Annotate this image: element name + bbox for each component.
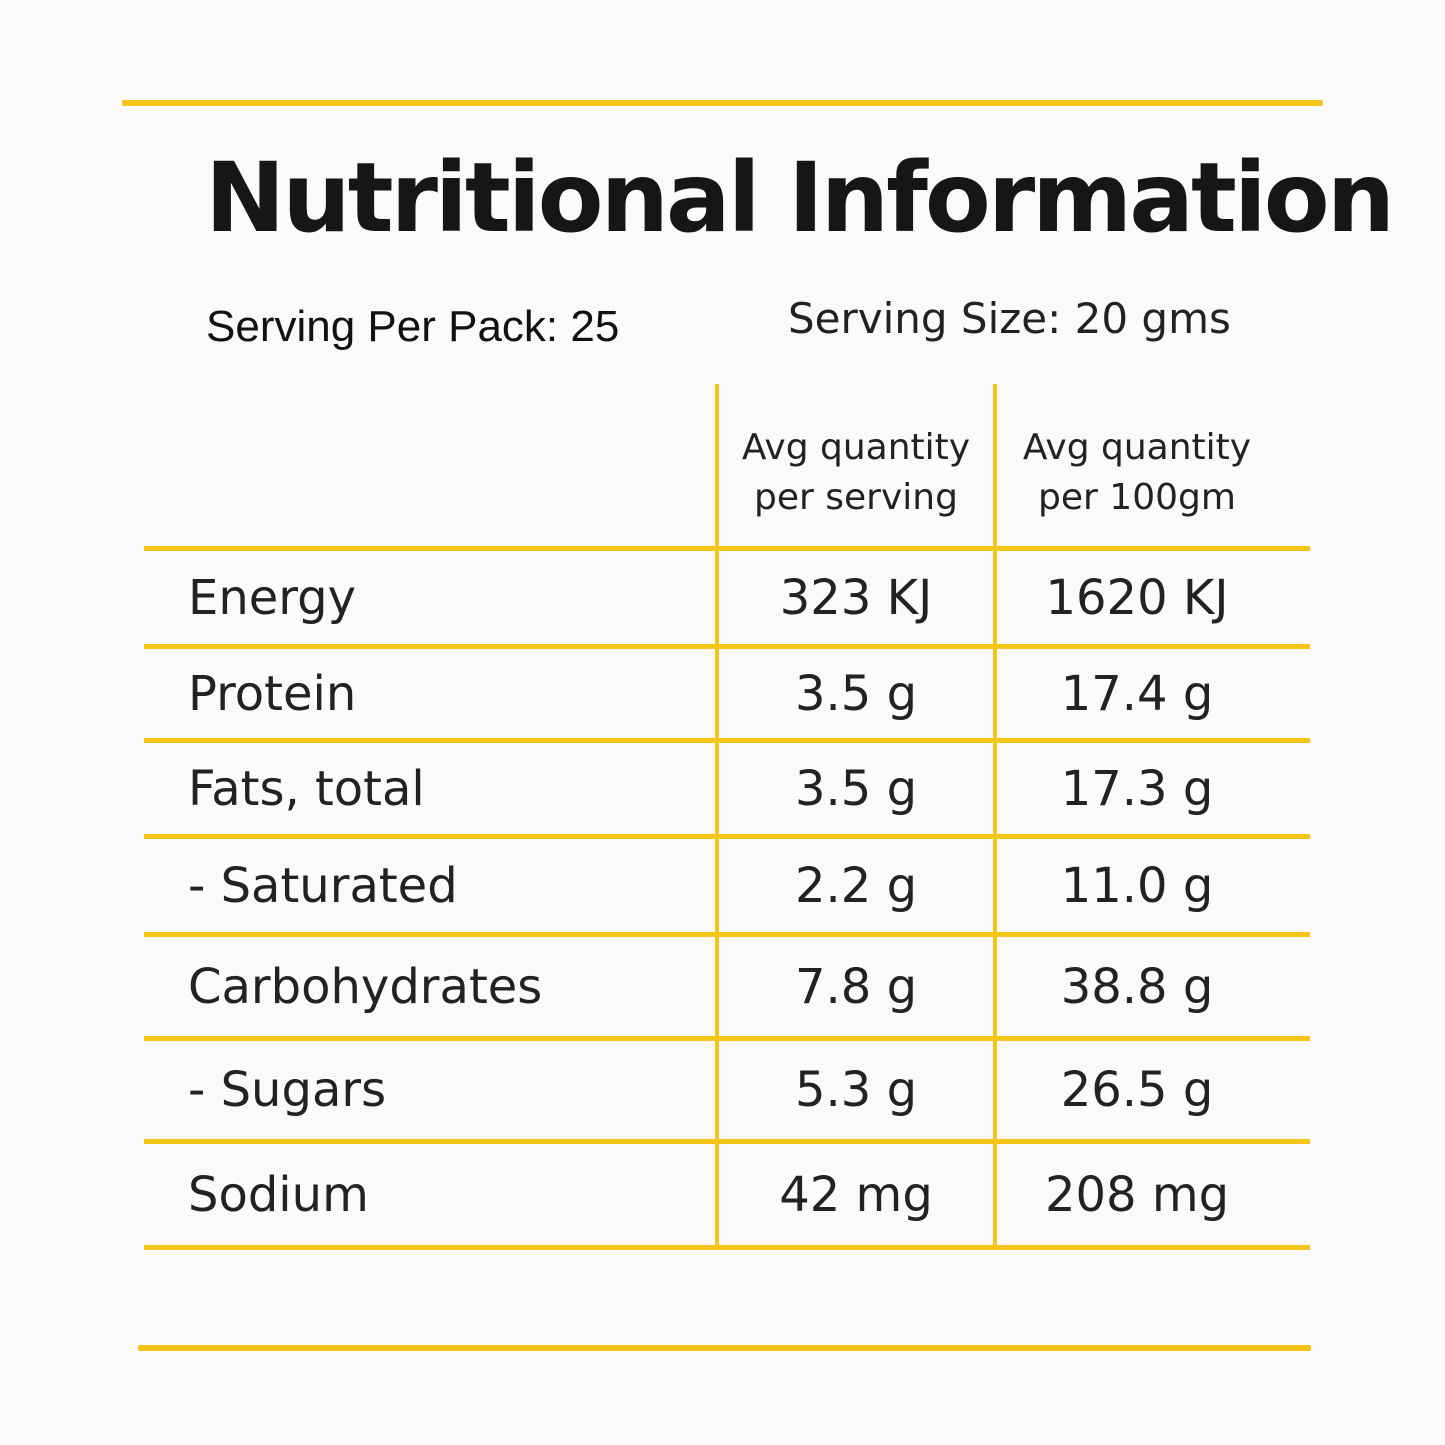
row-divider xyxy=(144,834,1310,839)
column-header-line: per serving xyxy=(754,477,958,518)
column-header-per-serving: Avg quantity per serving xyxy=(719,423,993,523)
nutrient-name: Fats, total xyxy=(188,760,425,817)
value-per-serving: 5.3 g xyxy=(794,1062,918,1118)
nutrient-name: Sodium xyxy=(188,1166,369,1223)
row-divider xyxy=(144,738,1310,743)
column-header-line: per 100gm xyxy=(1038,477,1236,518)
table-row: Fats, total 3.5 g 17.3 g xyxy=(144,743,1310,834)
value-per-serving: 3.5 g xyxy=(794,665,918,722)
table-row: Energy 323 KJ 1620 KJ xyxy=(144,551,1310,644)
table-row: Protein 3.5 g 17.4 g xyxy=(144,649,1310,738)
column-divider xyxy=(715,384,719,1250)
value-per-100g: 38.8 g xyxy=(1060,958,1214,1015)
row-divider xyxy=(144,1139,1310,1144)
column-header-line: Avg quantity xyxy=(1022,427,1252,468)
nutrient-name: - Sugars xyxy=(188,1062,387,1118)
column-divider xyxy=(993,384,997,1250)
bottom-divider xyxy=(138,1345,1311,1351)
row-divider xyxy=(144,1245,1310,1250)
value-per-serving: 2.2 g xyxy=(794,857,918,914)
row-divider xyxy=(144,1036,1310,1041)
table-row: - Sugars 5.3 g 26.5 g xyxy=(144,1041,1310,1139)
value-per-serving: 42 mg xyxy=(779,1166,933,1223)
column-header-per-100g: Avg quantity per 100gm xyxy=(997,423,1277,523)
value-per-serving: 323 KJ xyxy=(779,569,933,626)
value-per-100g: 17.3 g xyxy=(1060,760,1214,817)
value-per-serving: 3.5 g xyxy=(794,760,918,817)
table-row: Sodium 42 mg 208 mg xyxy=(144,1144,1310,1245)
table-row: - Saturated 2.2 g 11.0 g xyxy=(144,839,1310,932)
nutrient-name: Protein xyxy=(188,665,357,722)
value-per-100g: 26.5 g xyxy=(1060,1062,1214,1118)
table-row: Carbohydrates 7.8 g 38.8 g xyxy=(144,937,1310,1036)
nutrient-name: Carbohydrates xyxy=(188,958,543,1015)
top-divider xyxy=(122,100,1323,106)
page-title: Nutritional Information xyxy=(205,142,1395,254)
column-header-line: Avg quantity xyxy=(741,427,971,468)
value-per-100g: 11.0 g xyxy=(1060,857,1214,914)
value-per-100g: 17.4 g xyxy=(1060,665,1214,722)
value-per-100g: 208 mg xyxy=(1044,1166,1230,1223)
value-per-100g: 1620 KJ xyxy=(1045,569,1229,626)
row-divider xyxy=(144,932,1310,937)
serving-size: Serving Size: 20 gms xyxy=(788,294,1231,343)
value-per-serving: 7.8 g xyxy=(794,958,918,1015)
nutrient-name: Energy xyxy=(188,569,357,626)
serving-per-pack: Serving Per Pack: 25 xyxy=(206,302,620,351)
nutrient-name: - Saturated xyxy=(188,857,458,914)
row-divider xyxy=(144,644,1310,649)
row-divider xyxy=(144,546,1310,551)
